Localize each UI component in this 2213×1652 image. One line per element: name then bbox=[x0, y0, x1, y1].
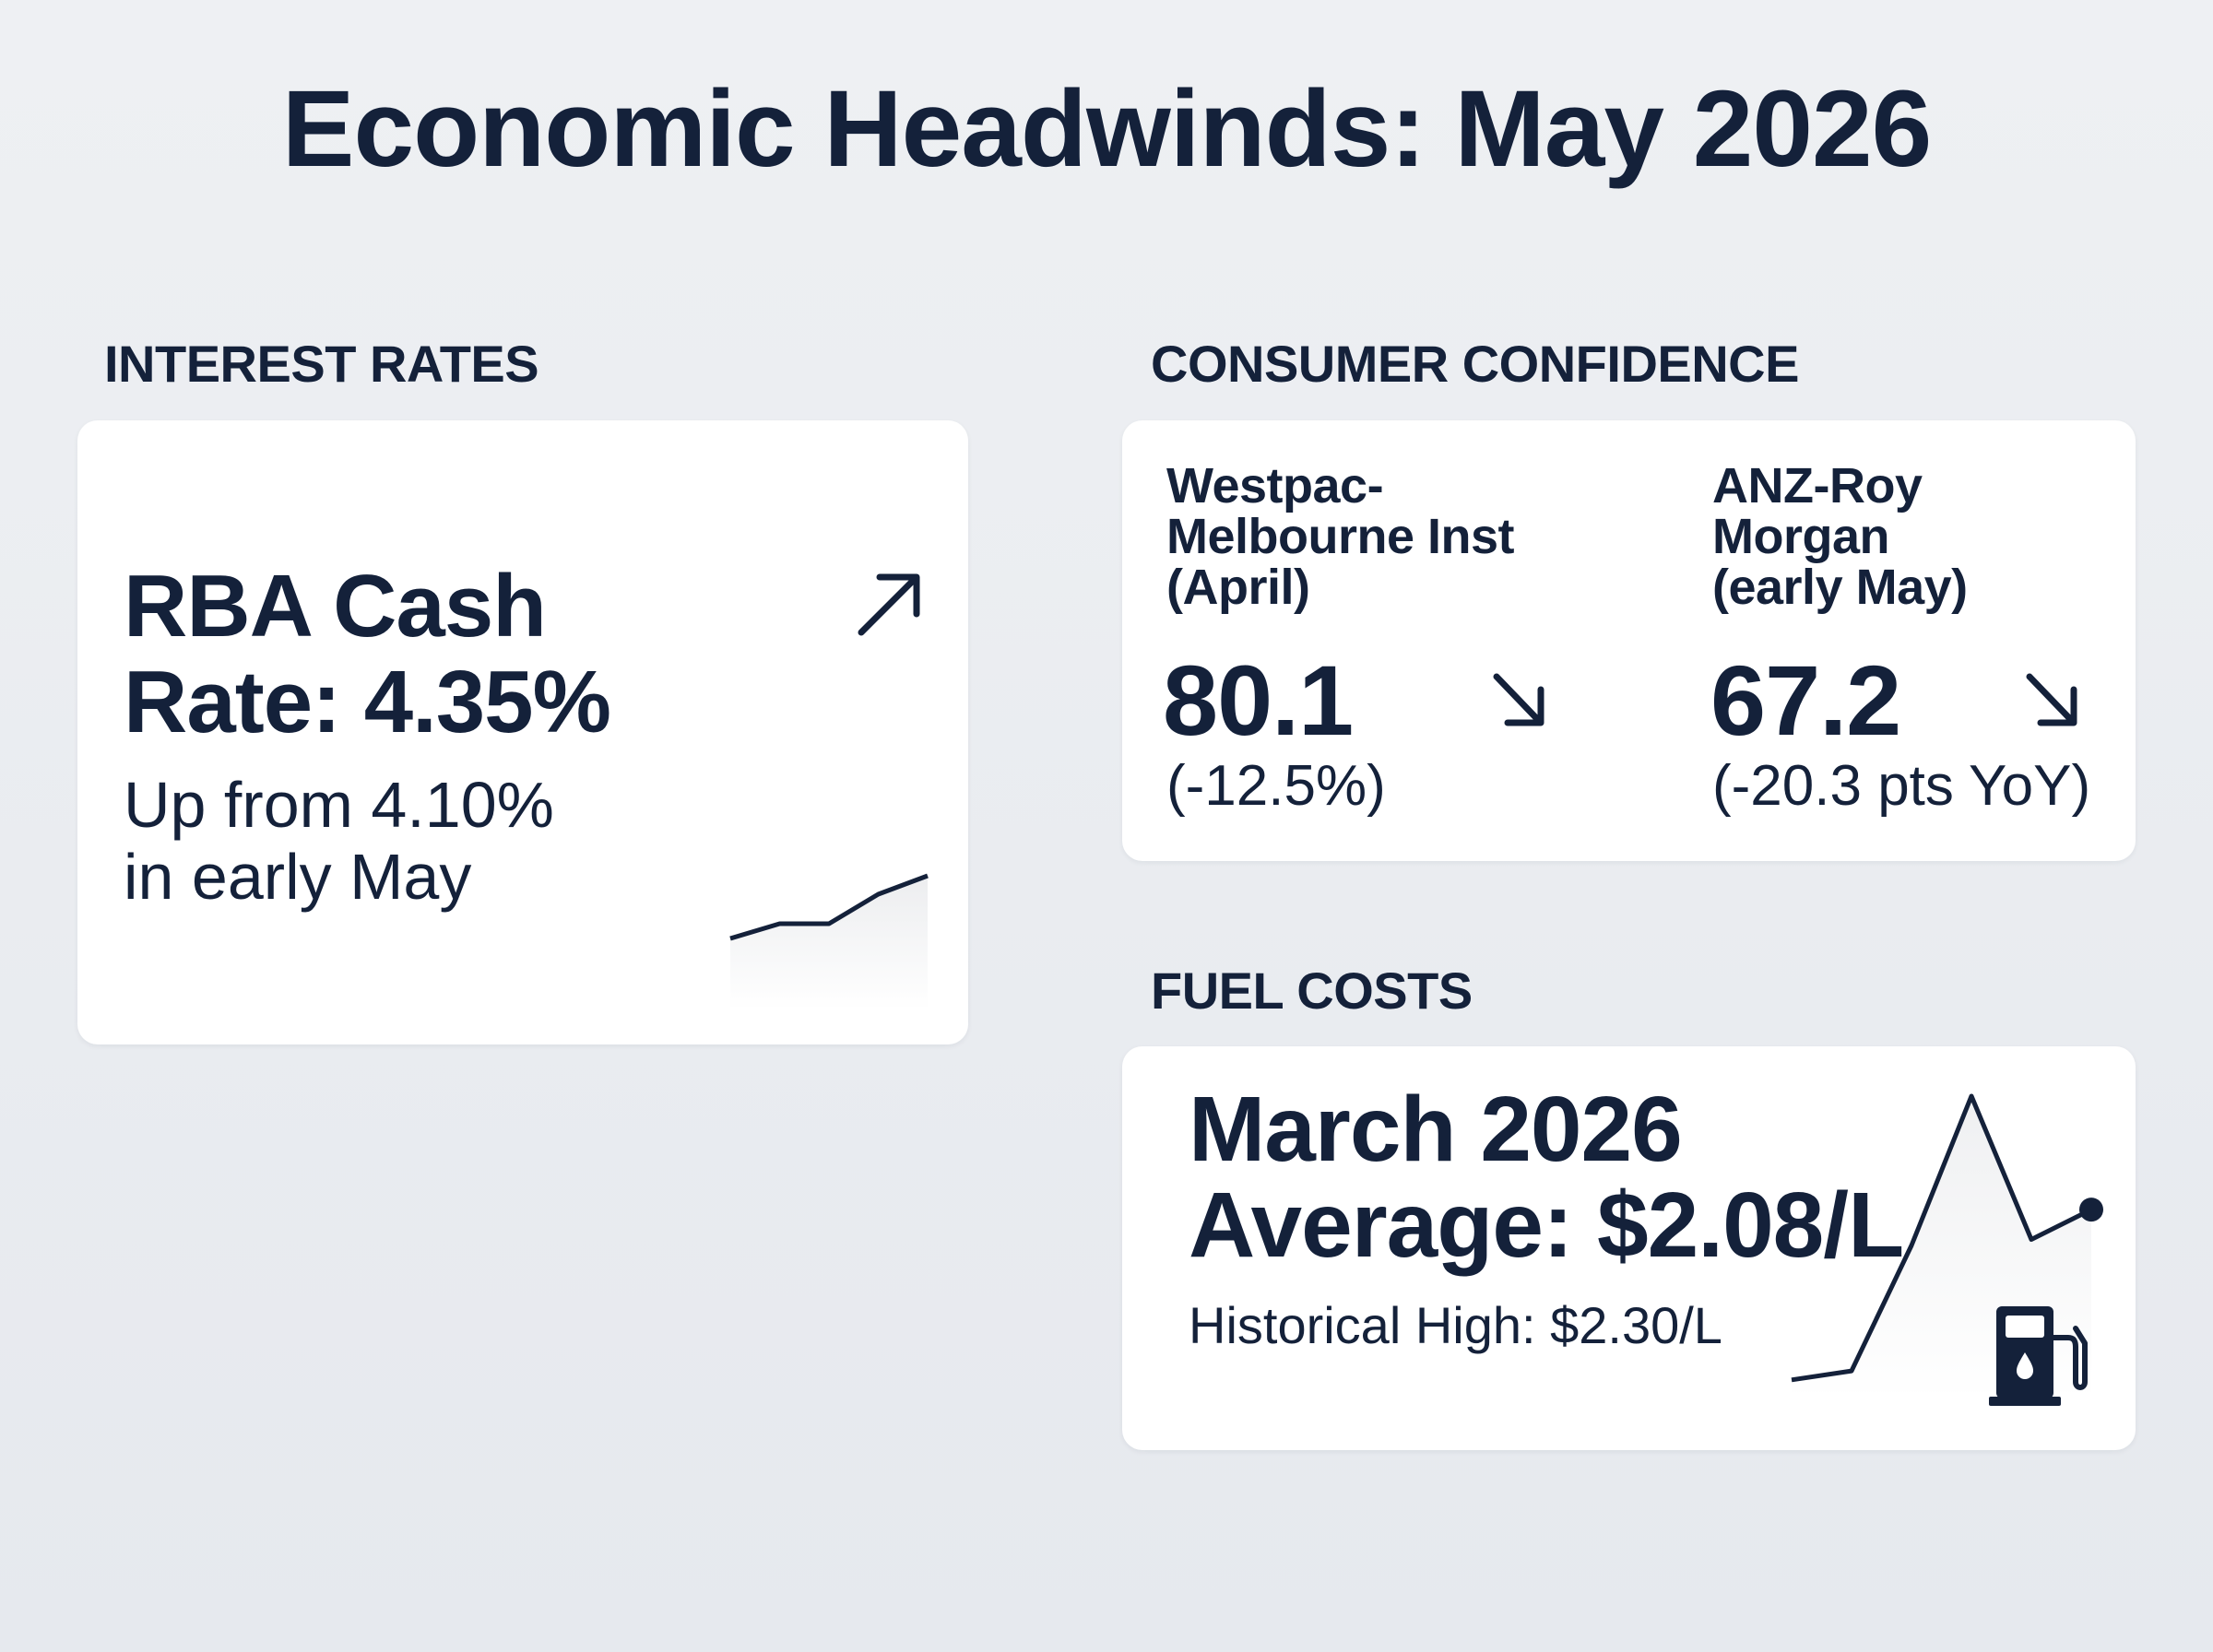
fuel-costs-label: FUEL COSTS bbox=[1151, 962, 1473, 1020]
anz-label-line3: (early May) bbox=[1712, 560, 1968, 615]
anz-label-line2: Morgan bbox=[1712, 509, 1889, 564]
westpac-label-line1: Westpac- bbox=[1166, 458, 1384, 513]
anz-label-line1: ANZ-Roy bbox=[1712, 458, 1923, 513]
westpac-value: 80.1 bbox=[1163, 644, 1354, 756]
rate-sparkline-line bbox=[729, 873, 929, 941]
fuel-headline: March 2026 Average: $2.08/L bbox=[1189, 1078, 1904, 1277]
westpac-label-line2: Melbourne Inst bbox=[1166, 509, 1515, 564]
fuel-sparkline-line bbox=[1791, 1093, 2093, 1383]
interest-rates-label: INTEREST RATES bbox=[104, 335, 539, 393]
anz-value: 67.2 bbox=[1710, 644, 1901, 756]
fuel-sparkline-endpoint bbox=[2079, 1198, 2103, 1222]
cash-rate-headline: RBA Cash Rate: 4.35% bbox=[124, 557, 611, 751]
rate-sparkline-area bbox=[730, 876, 928, 1010]
page-title: Economic Headwinds: May 2026 bbox=[281, 68, 1933, 190]
westpac-arrow-down-right-icon bbox=[1493, 673, 1544, 726]
cash-rate-subtext-line1: Up from 4.10% bbox=[124, 769, 554, 841]
fuel-headline-line2: Average: $2.08/L bbox=[1189, 1174, 1904, 1277]
fuel-costs-card: March 2026 Average: $2.08/L Historical H… bbox=[1122, 1046, 2136, 1450]
westpac-change: (-12.5%) bbox=[1166, 754, 1386, 818]
fuel-pump-icon bbox=[1989, 1306, 2088, 1406]
cash-rate-subtext: Up from 4.10% in early May bbox=[124, 769, 554, 913]
consumer-confidence-card: Westpac- Melbourne Inst (April) 80.1 (-1… bbox=[1122, 420, 2136, 861]
fuel-headline-line1: March 2026 bbox=[1189, 1078, 1683, 1181]
westpac-label: Westpac- Melbourne Inst (April) bbox=[1166, 458, 1515, 615]
anz-arrow-down-right-icon bbox=[2026, 673, 2077, 726]
interest-rates-card: RBA Cash Rate: 4.35% Up from 4.10% in ea… bbox=[77, 420, 968, 1044]
cash-rate-subtext-line2: in early May bbox=[124, 841, 472, 913]
anz-label: ANZ-Roy Morgan (early May) bbox=[1712, 461, 1968, 613]
consumer-confidence-label: CONSUMER CONFIDENCE bbox=[1151, 335, 1799, 393]
anz-change: (-20.3 pts YoY) bbox=[1712, 754, 2091, 818]
cash-rate-headline-line1: RBA Cash bbox=[124, 557, 547, 655]
fuel-historical-high: Historical High: $2.30/L bbox=[1189, 1296, 1722, 1354]
arrow-up-right-icon bbox=[858, 573, 920, 636]
westpac-label-line3: (April) bbox=[1166, 560, 1310, 615]
rate-sparkline bbox=[729, 873, 929, 1010]
cash-rate-headline-line2: Rate: 4.35% bbox=[124, 653, 611, 751]
